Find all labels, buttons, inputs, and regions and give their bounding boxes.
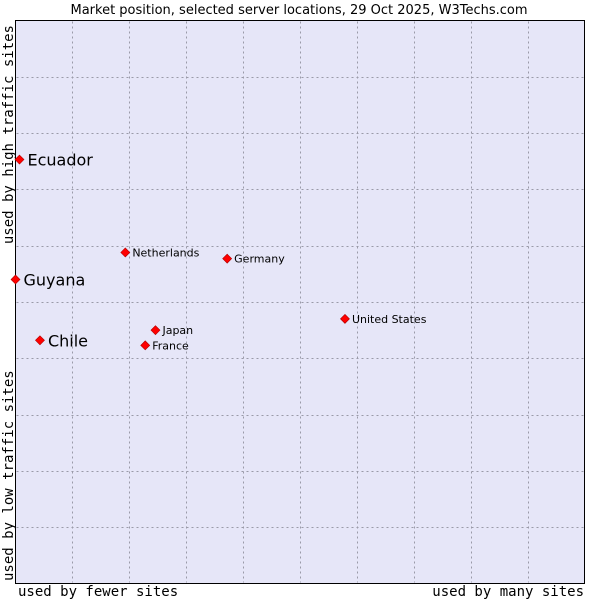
- point-label-ecuador: Ecuador: [27, 151, 93, 170]
- point-label-chile: Chile: [48, 331, 88, 350]
- point-united-states: [340, 313, 350, 324]
- point-ecuador: [14, 154, 25, 165]
- point-label-guyana: Guyana: [24, 270, 86, 289]
- point-germany: [222, 253, 233, 264]
- point-label-united-states: United States: [352, 313, 427, 326]
- chart-title: Market position, selected server locatio…: [70, 3, 527, 18]
- point-guyana: [10, 274, 21, 285]
- point-label-france: France: [152, 339, 189, 352]
- point-label-netherlands: Netherlands: [132, 246, 199, 259]
- point-netherlands: [120, 247, 131, 258]
- point-label-germany: Germany: [234, 253, 285, 266]
- point-japan: [150, 325, 161, 336]
- y-axis-label-high: used by high traffic sites: [1, 25, 17, 244]
- data-points: Ecuador Guyana Chile Netherlands Germany Unit…: [10, 151, 427, 352]
- x-axis-label-high: used by many sites: [432, 584, 584, 600]
- point-label-japan: Japan: [161, 324, 193, 337]
- grid-lines: [16, 21, 584, 583]
- point-france: [140, 340, 151, 351]
- point-chile: [35, 335, 45, 346]
- x-axis-label-low: used by fewer sites: [18, 584, 178, 600]
- y-axis-label-low: used by low traffic sites: [1, 370, 17, 581]
